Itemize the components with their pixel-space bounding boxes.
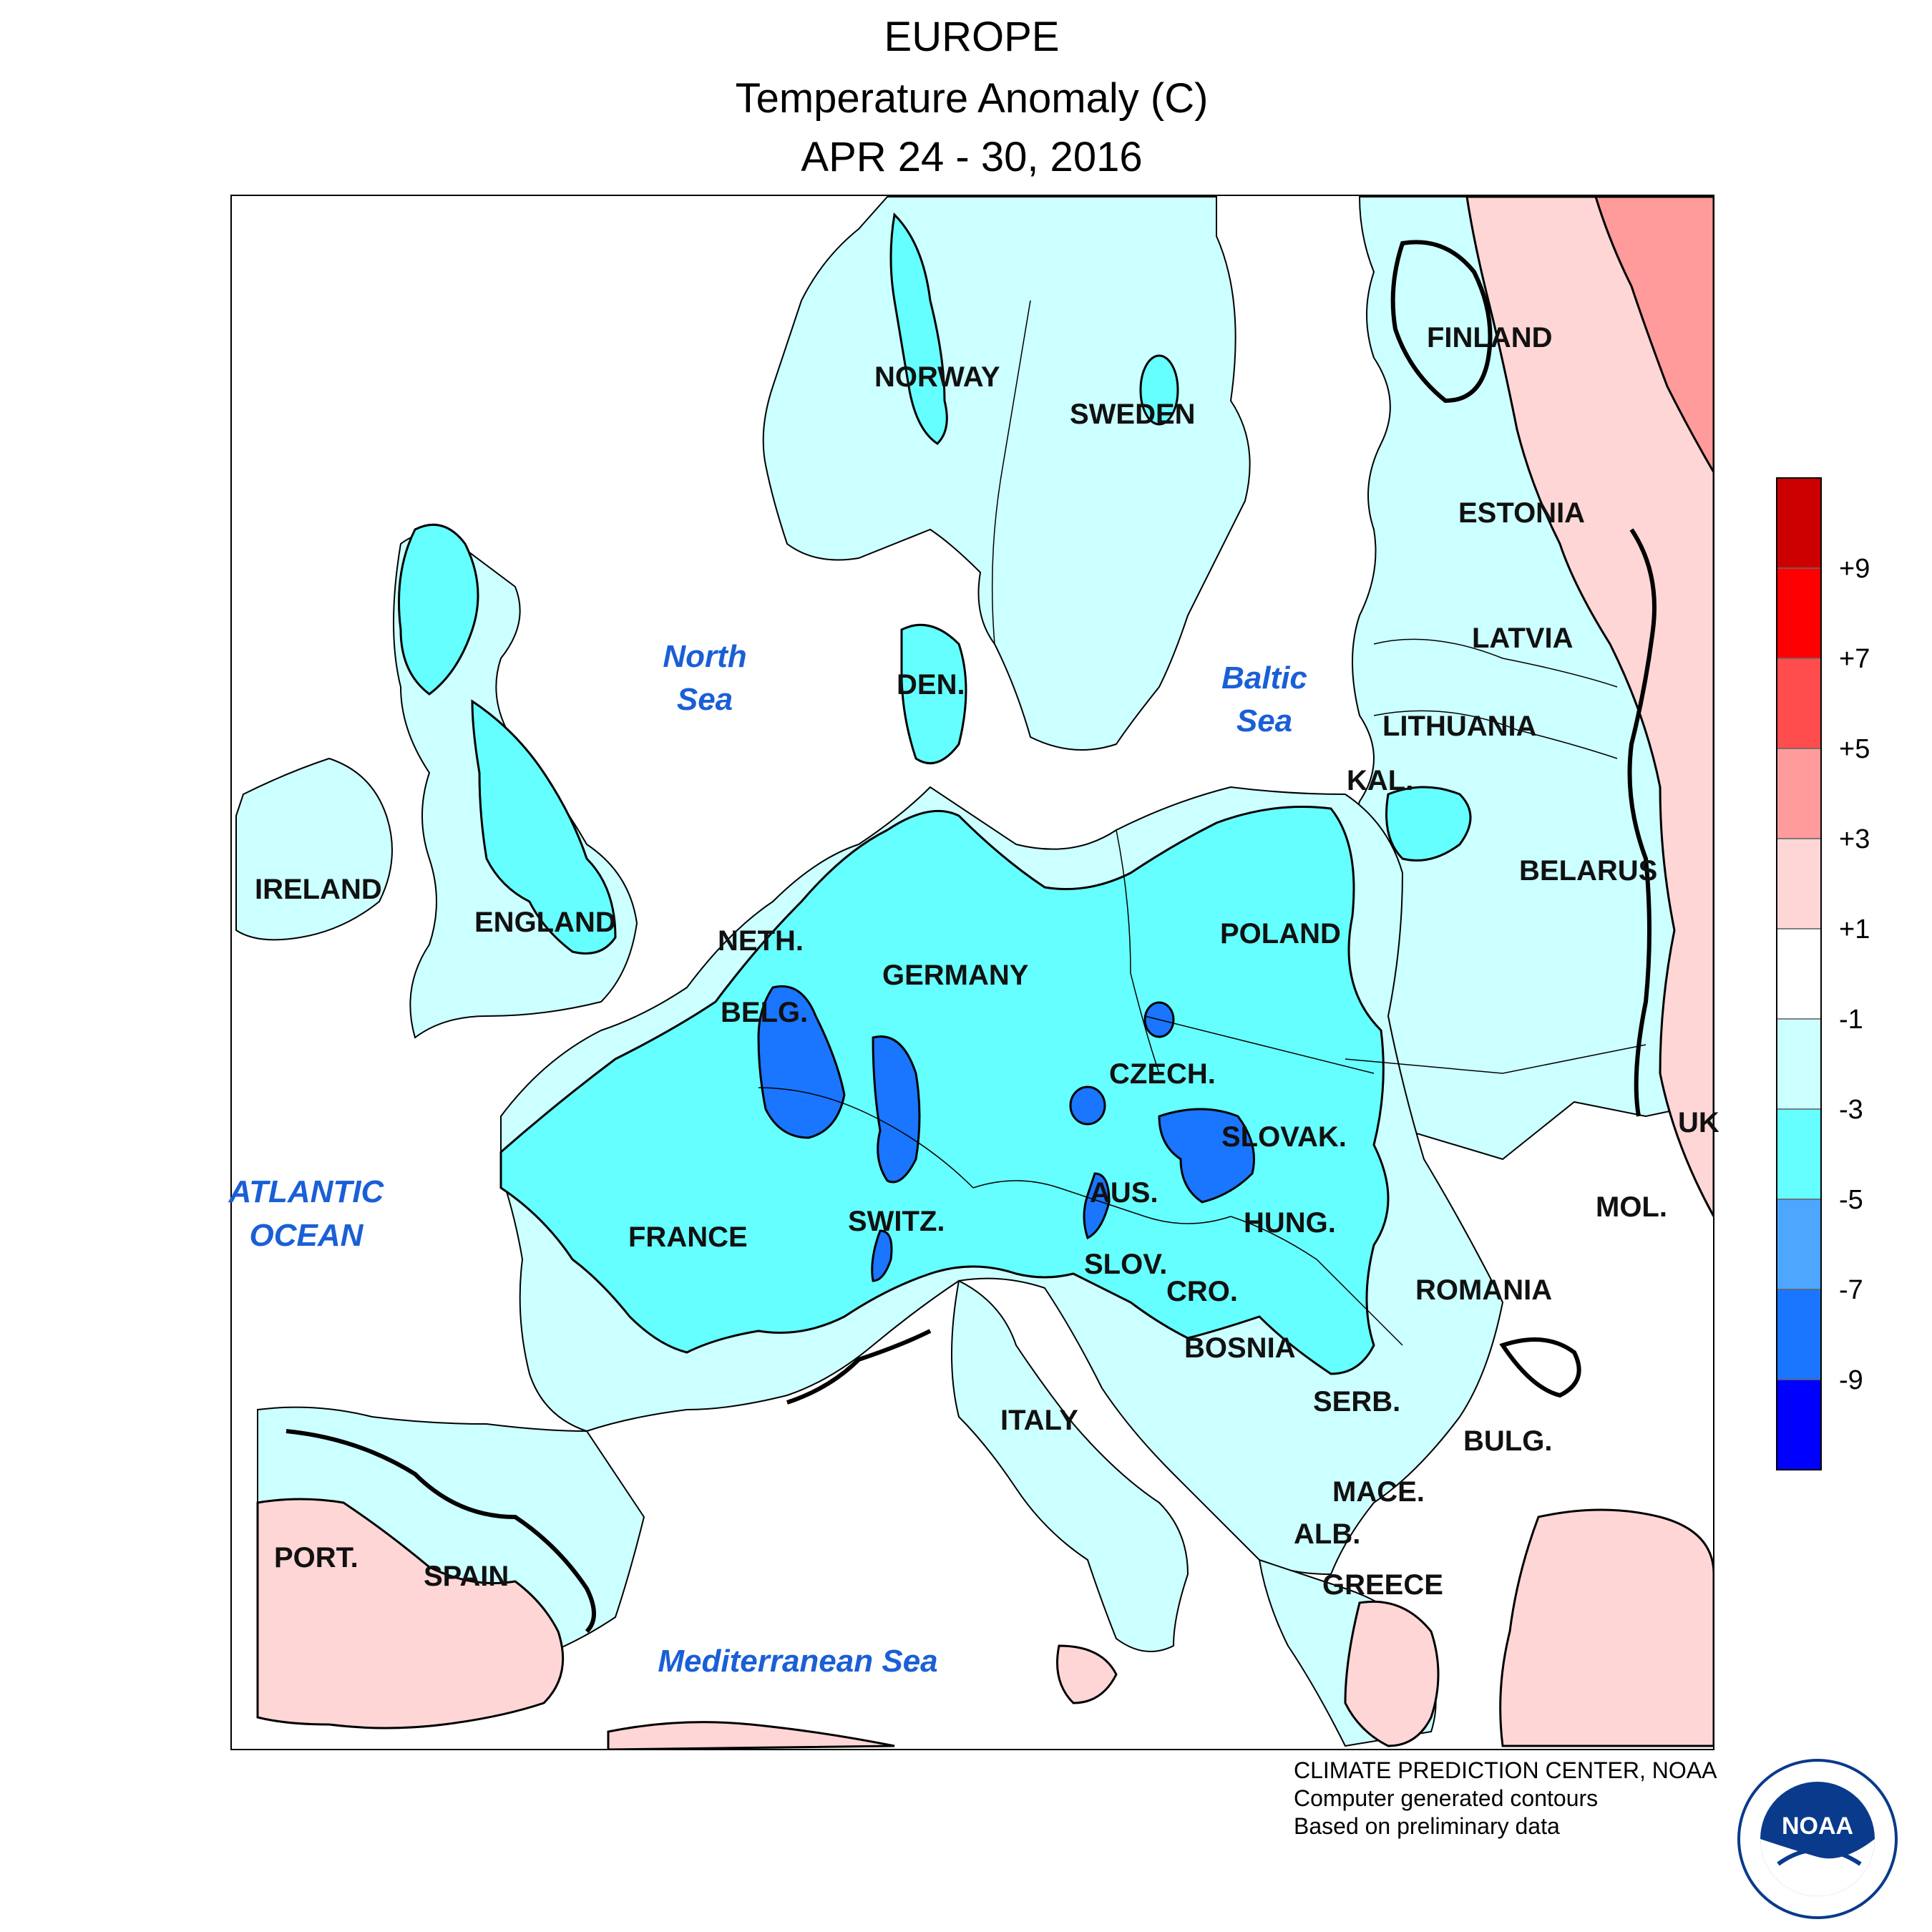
legend-tick-label: +3 (1839, 824, 1870, 854)
label-slovenia: SLOV. (1084, 1249, 1167, 1280)
credits: CLIMATE PREDICTION CENTER, NOAA Computer… (1294, 1757, 1717, 1840)
credits-line-3: Based on preliminary data (1294, 1813, 1560, 1839)
legend-swatch (1776, 1108, 1822, 1200)
label-sweden: SWEDEN (1070, 399, 1196, 430)
label-denmark: DEN. (897, 669, 965, 701)
label-portugal: PORT. (274, 1542, 358, 1574)
map-subtitle: Temperature Anomaly (C) (735, 75, 1209, 122)
label-moldova: MOL. (1596, 1191, 1667, 1223)
legend-frame (1776, 477, 1822, 1470)
label-kaliningrad: KAL. (1347, 765, 1413, 796)
label-belarus: BELARUS (1519, 855, 1657, 887)
credits-line-2: Computer generated contours (1294, 1785, 1599, 1811)
legend-swatch (1776, 1289, 1822, 1380)
color-legend: +9 +7 +5 +3 +1 -1 -3 -5 -7 -9 (1776, 477, 1870, 1470)
label-finland: FINLAND (1427, 322, 1553, 353)
legend-tick-label: +1 (1839, 914, 1870, 945)
noaa-logo-text: NOAA (1782, 1813, 1853, 1840)
label-england: ENGLAND (474, 907, 616, 938)
label-romania: ROMANIA (1415, 1274, 1552, 1306)
land-cold-strong (757, 985, 1255, 1282)
label-macedonia: MACE. (1332, 1476, 1425, 1508)
label-bulgaria: BULG. (1463, 1425, 1552, 1457)
legend-swatch (1776, 1199, 1822, 1290)
legend-tick-label: -7 (1839, 1275, 1863, 1305)
legend-swatch (1776, 928, 1822, 1020)
legend-tick-label: +5 (1839, 734, 1870, 764)
label-greece: GREECE (1322, 1569, 1443, 1601)
label-mediterranean: Mediterranean Sea (658, 1644, 937, 1679)
label-baltic-sea-2: Sea (1236, 703, 1292, 738)
zero-contour-lines (286, 240, 1657, 1634)
land-warm-light (256, 195, 1714, 1750)
label-estonia: ESTONIA (1458, 497, 1585, 529)
legend-swatch (1776, 838, 1822, 930)
label-austria: AUS. (1090, 1177, 1158, 1209)
label-norway: NORWAY (874, 361, 1000, 393)
map-area (231, 195, 1714, 1750)
country-borders (758, 300, 1646, 1346)
legend-swatch (1776, 1379, 1822, 1470)
legend-tick-label: -5 (1839, 1185, 1863, 1215)
label-netherlands: NETH. (718, 925, 804, 957)
label-serbia: SERB. (1313, 1386, 1400, 1418)
legend-swatch (1776, 477, 1822, 569)
label-switzerland: SWITZ. (848, 1206, 945, 1237)
label-czech: CZECH. (1109, 1058, 1216, 1090)
land-cold-moderate (398, 212, 1472, 1375)
label-italy: ITALY (1000, 1405, 1078, 1436)
label-latvia: LATVIA (1472, 623, 1573, 654)
legend-swatch (1776, 1018, 1822, 1110)
label-ireland: IRELAND (255, 874, 382, 905)
legend-swatch (1776, 658, 1822, 749)
legend-tick-label: -3 (1839, 1095, 1863, 1125)
label-atlantic-2: OCEAN (250, 1218, 364, 1253)
label-north-sea-2: Sea (677, 682, 733, 717)
legend-tick-label: +9 (1839, 554, 1870, 584)
legend-tick-label: -9 (1839, 1365, 1863, 1395)
credits-line-1: CLIMATE PREDICTION CENTER, NOAA (1294, 1757, 1717, 1783)
label-france: FRANCE (628, 1221, 748, 1253)
label-croatia: CRO. (1166, 1276, 1238, 1307)
legend-tick-label: -1 (1839, 1005, 1863, 1035)
map-period: APR 24 - 30, 2016 (801, 134, 1143, 180)
legend-tick-label: +7 (1839, 644, 1870, 674)
label-north-sea-1: North (663, 639, 746, 674)
label-ukraine: UK (1678, 1107, 1719, 1138)
label-poland: POLAND (1220, 918, 1341, 950)
label-baltic-sea-1: Baltic (1221, 660, 1307, 696)
noaa-logo: NOAA (1737, 1759, 1898, 1919)
land-warm-moderate (1594, 195, 1714, 474)
label-hungary: HUNG. (1244, 1207, 1336, 1239)
label-albania: ALB. (1294, 1518, 1360, 1550)
label-atlantic-1: ATLANTIC (228, 1174, 385, 1209)
country-labels: NORWAY SWEDEN FINLAND ESTONIA LATVIA LIT… (255, 322, 1719, 1601)
label-slovakia: SLOVAK. (1221, 1121, 1347, 1153)
sea-labels: North Sea Baltic Sea ATLANTIC OCEAN Medi… (228, 639, 1307, 1679)
label-belgium: BELG. (721, 997, 808, 1028)
label-bosnia: BOSNIA (1184, 1332, 1296, 1364)
map-frame (230, 195, 1714, 1750)
legend-swatch (1776, 567, 1822, 659)
label-lithuania: LITHUANIA (1382, 711, 1537, 742)
label-germany: GERMANY (882, 960, 1029, 991)
legend-swatch (1776, 748, 1822, 839)
label-spain: SPAIN (424, 1561, 509, 1592)
map-title: EUROPE (884, 14, 1060, 60)
